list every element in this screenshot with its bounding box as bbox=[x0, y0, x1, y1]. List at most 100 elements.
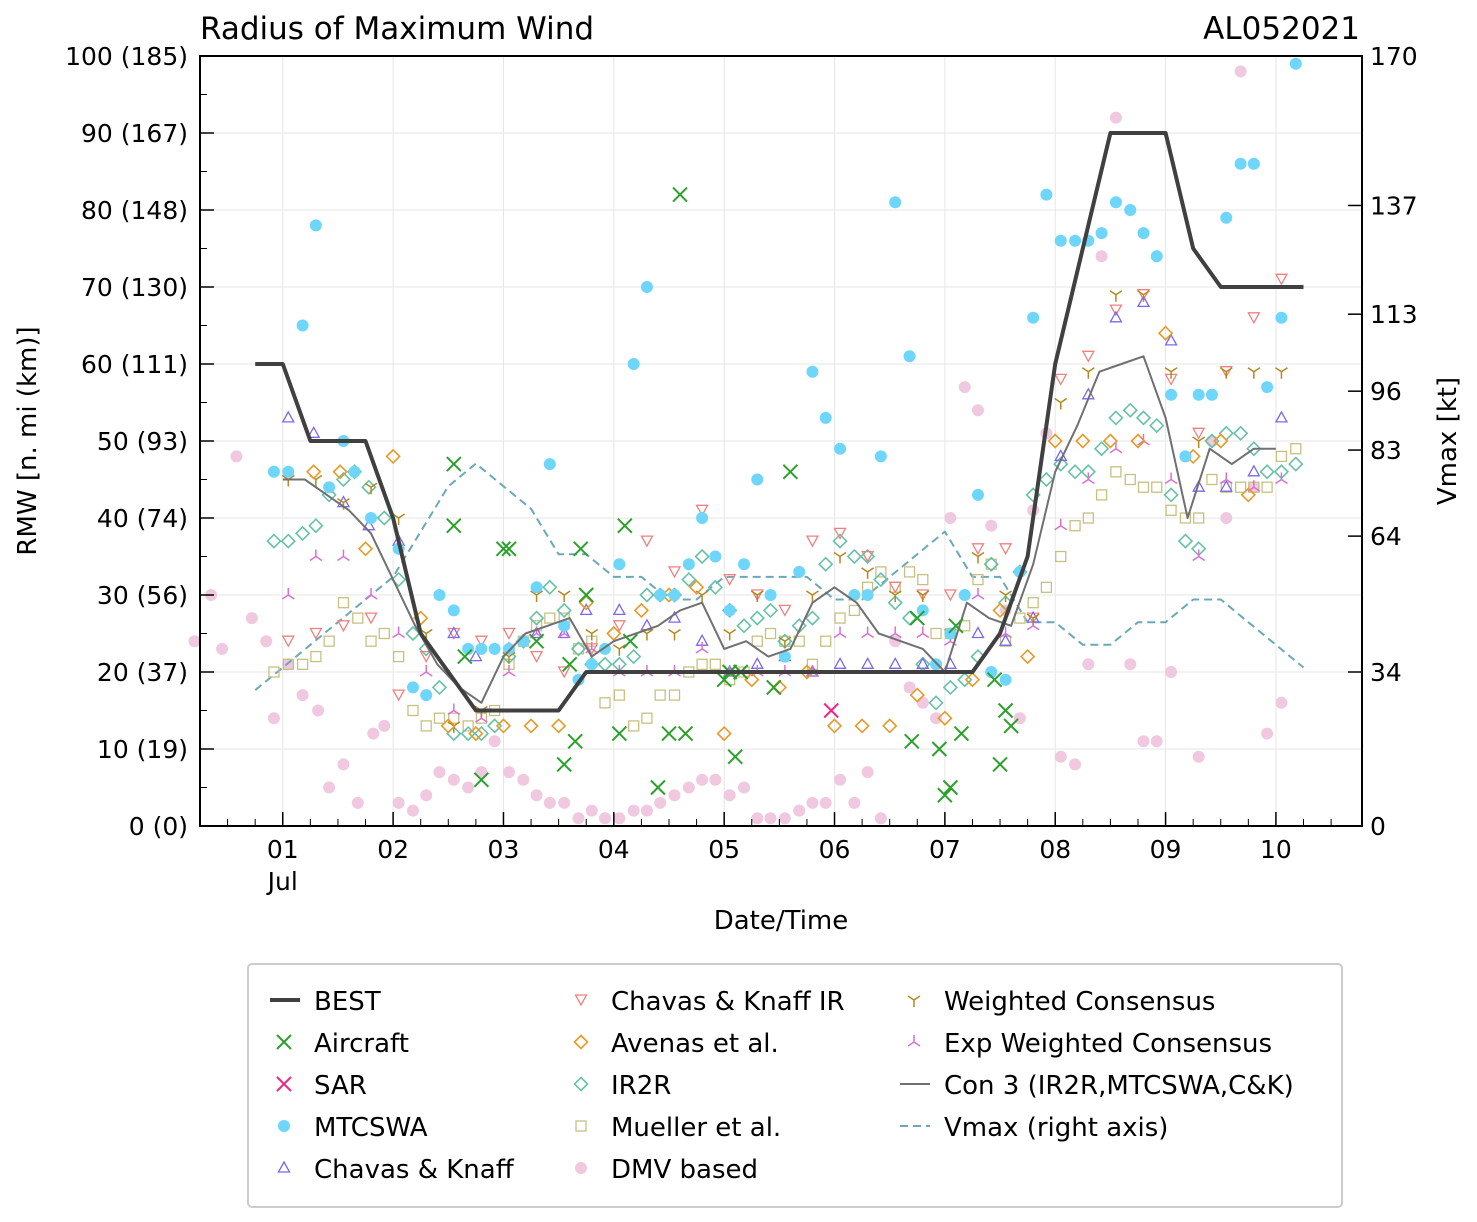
avenas-et-al-point bbox=[882, 718, 898, 734]
mtcswa-point bbox=[406, 681, 419, 694]
mtcswa-point bbox=[433, 589, 446, 601]
mtcswa-point bbox=[1137, 227, 1150, 240]
legend-item-chavas-knaff-ir: Chavas & Knaff IR bbox=[574, 987, 845, 1017]
mtcswa-point bbox=[348, 465, 361, 478]
chavas-knaff-ir-point bbox=[750, 589, 764, 602]
ir2r-point bbox=[832, 533, 848, 549]
chavas-knaff-ir-point bbox=[723, 573, 737, 586]
dmv-based-point bbox=[392, 796, 405, 809]
avenas-et-al-point bbox=[1020, 648, 1036, 665]
avenas-et-al-point bbox=[523, 718, 539, 734]
mtcswa-point bbox=[903, 350, 916, 363]
mueller-et-al-point bbox=[1095, 489, 1108, 501]
legend-swatch bbox=[276, 1034, 292, 1050]
chavas-knaff-point bbox=[1247, 464, 1261, 477]
con-3-ir2r-mtcswa-c-k-line bbox=[282, 355, 1276, 704]
mtcswa-point bbox=[1109, 196, 1122, 209]
weighted-consensus-point bbox=[1026, 613, 1040, 626]
chavas-knaff-point bbox=[998, 633, 1013, 646]
dmv-based-point bbox=[543, 796, 556, 809]
mueller-et-al-point bbox=[1082, 512, 1094, 524]
mueller-et-al-point bbox=[572, 643, 585, 655]
chavas-knaff-point bbox=[1192, 479, 1206, 492]
exp-weighted-consensus-point bbox=[1219, 472, 1233, 485]
dmv-based-point bbox=[260, 635, 273, 648]
ir2r-point bbox=[762, 602, 779, 619]
dmv-based-point bbox=[640, 804, 653, 817]
dmv-based-point bbox=[971, 404, 984, 417]
avenas-et-al-point bbox=[1213, 433, 1229, 449]
series-vmax-right-axis bbox=[254, 462, 1305, 691]
mueller-et-al-point bbox=[613, 689, 625, 701]
chavas-knaff-point bbox=[1274, 410, 1289, 423]
y-tick-label: 60 (111) bbox=[81, 350, 188, 379]
avenas-et-al-point bbox=[964, 672, 981, 688]
chavas-knaff-point bbox=[579, 603, 593, 616]
exp-weighted-consensus-point bbox=[833, 626, 847, 639]
chavas-knaff-ir-point bbox=[336, 620, 351, 633]
dmv-based-point bbox=[682, 781, 695, 794]
chavas-knaff-ir-point bbox=[943, 589, 957, 602]
mueller-et-al-point bbox=[407, 704, 419, 717]
chavas-knaff-ir-point bbox=[971, 543, 985, 556]
aircraft-point bbox=[617, 517, 633, 534]
mueller-et-al-point bbox=[1234, 481, 1247, 493]
exp-weighted-consensus-point bbox=[916, 626, 930, 639]
ir2r-point bbox=[1149, 417, 1165, 434]
dmv-based-point bbox=[323, 781, 336, 794]
mueller-et-al-point bbox=[709, 658, 721, 670]
exp-weighted-consensus-point bbox=[1164, 472, 1178, 485]
legend-label: Vmax (right axis) bbox=[944, 1113, 1168, 1143]
legend-item-ir2r: IR2R bbox=[573, 1071, 671, 1101]
ir2r-point bbox=[1038, 471, 1055, 488]
dmv-based-point bbox=[530, 789, 543, 802]
ir2r-point bbox=[1122, 402, 1138, 418]
aircraft-point bbox=[561, 656, 578, 673]
ir2r-point bbox=[1135, 410, 1152, 426]
dmv-based-point bbox=[834, 773, 847, 786]
chavas-knaff-ir-point bbox=[888, 581, 902, 594]
mueller-et-al-point bbox=[875, 566, 887, 578]
y2-tick-label: 137 bbox=[1370, 191, 1418, 220]
ir2r-point bbox=[1067, 464, 1083, 480]
dmv-based-point bbox=[351, 796, 364, 809]
x-tick-label: 08 bbox=[1039, 835, 1071, 864]
ir2r-point bbox=[846, 548, 863, 565]
ir2r-point bbox=[707, 579, 723, 595]
mtcswa-point bbox=[682, 558, 695, 571]
ir2r-point bbox=[887, 595, 903, 611]
dmv-based-point bbox=[502, 766, 515, 779]
aircraft-point bbox=[556, 756, 572, 773]
legend-item-best: BEST bbox=[270, 987, 381, 1017]
mueller-et-al-point bbox=[323, 635, 335, 647]
mtcswa-point bbox=[916, 604, 929, 617]
legend-item-mueller-et-al: Mueller et al. bbox=[575, 1113, 781, 1143]
weighted-consensus-point bbox=[364, 482, 378, 495]
y2-tick-label: 64 bbox=[1370, 522, 1402, 551]
dmv-based-point bbox=[296, 689, 309, 702]
mueller-et-al-point bbox=[544, 612, 556, 624]
chavas-knaff-ir-point bbox=[392, 689, 406, 702]
mtcswa-point bbox=[1150, 250, 1163, 263]
legend-swatch bbox=[278, 1120, 290, 1132]
weighted-consensus-point bbox=[1054, 397, 1068, 410]
legend-label: DMV based bbox=[611, 1155, 758, 1185]
exp-weighted-consensus-point bbox=[1192, 549, 1206, 562]
weighted-consensus-point bbox=[695, 590, 709, 602]
mueller-et-al-point bbox=[889, 581, 901, 593]
exp-weighted-consensus-point bbox=[337, 549, 350, 562]
legend-swatch bbox=[276, 1076, 292, 1092]
avenas-et-al-point bbox=[440, 718, 456, 734]
y-axis-label: RMW [n. mi (km)] bbox=[13, 326, 43, 555]
aircraft-point bbox=[997, 702, 1014, 719]
avenas-et-al-point bbox=[1157, 325, 1174, 341]
ir2r-point bbox=[626, 648, 642, 665]
series-weighted-consensus bbox=[281, 290, 1288, 733]
weighted-consensus-point bbox=[806, 590, 819, 602]
y2-tick-label: 34 bbox=[1370, 658, 1402, 687]
mtcswa-point bbox=[751, 473, 764, 486]
y2-tick-label: 170 bbox=[1370, 42, 1418, 71]
dmv-based-point bbox=[230, 450, 243, 463]
series-chavas-knaff bbox=[281, 295, 1289, 677]
aircraft-point bbox=[672, 186, 688, 203]
